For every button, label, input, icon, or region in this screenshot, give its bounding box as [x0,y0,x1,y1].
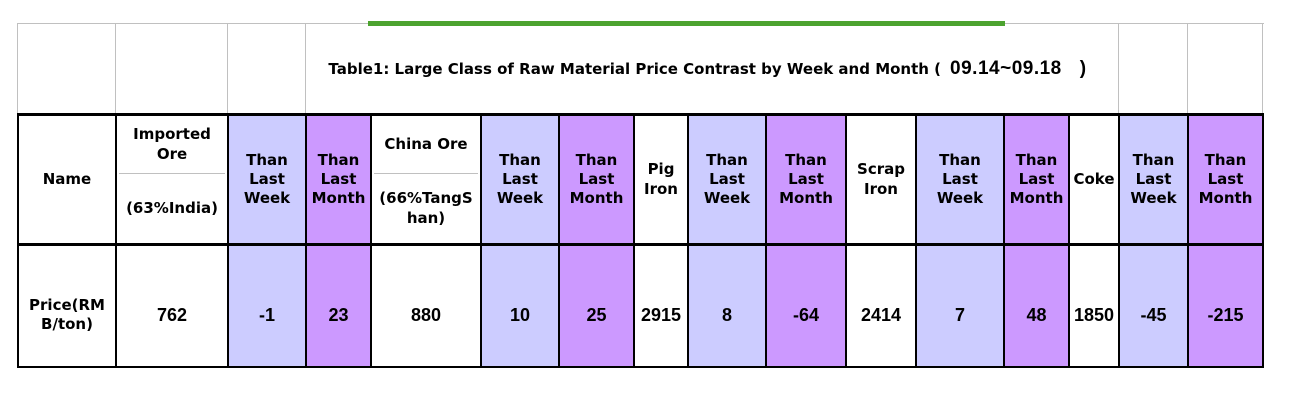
value-text: -64 [792,304,819,325]
header-imported-ore-spec: (63%India) [119,174,225,243]
header-cell-than-last-month-3: Than Last Month [767,116,847,243]
header-cell-than-last-week-3: Than Last Week [689,116,767,243]
empty-grid-cell [116,24,228,113]
header-label: Than Last Week [936,150,984,208]
header-label: (66%TangShan) [379,189,473,227]
row-label-cell: Price(RMB/ton) [19,246,117,366]
header-cell-pig-iron: Pig Iron [635,116,689,243]
value-text: 2414 [860,304,902,325]
header-imported-ore-name: Imported Ore [119,116,225,174]
header-label: Than Last Week [496,150,544,208]
value-text: -215 [1207,304,1244,325]
header-cell-than-last-week-2: Than Last Week [482,116,560,243]
header-cell-than-last-week-1: Than Last Week [229,116,307,243]
table-title-text: Table1: Large Class of Raw Material Pric… [328,59,942,78]
header-cell-than-last-month-5: Than Last Month [1189,116,1264,243]
value-cell-than-month-5: -215 [1189,246,1264,366]
value-cell-than-month-4: 48 [1005,246,1070,366]
value-cell-than-week-5: -45 [1120,246,1189,366]
header-label: China Ore [384,134,468,153]
value-text: 7 [954,304,965,325]
value-cell-pig-iron: 2915 [635,246,689,366]
header-cell-than-last-month-1: Than Last Month [307,116,372,243]
value-cell-coke: 1850 [1070,246,1120,366]
value-text: 880 [410,304,442,325]
header-cell-than-last-month-2: Than Last Month [560,116,635,243]
header-label: Than Last Month [569,150,624,208]
table-title-close-paren: ) [1079,57,1087,79]
header-china-ore-spec: (66%TangShan) [374,174,478,243]
header-label: Name [42,169,92,188]
header-label: Than Last Week [1130,150,1177,208]
header-label: Than Last Month [779,150,833,208]
header-china-ore-name: China Ore [374,116,478,174]
header-label: Imported Ore [133,125,211,163]
header-label: Than Last Month [1009,150,1064,208]
value-cell-than-month-1: 23 [307,246,372,366]
value-cell-than-week-2: 10 [482,246,560,366]
header-cell-than-last-week-5: Than Last Week [1120,116,1189,243]
value-text: 10 [509,304,531,325]
value-cell-than-month-3: -64 [767,246,847,366]
value-text: 2915 [640,304,682,325]
header-cell-coke: Coke [1070,116,1120,243]
header-cell-than-last-month-4: Than Last Month [1005,116,1070,243]
value-cell-imported-ore: 762 [117,246,229,366]
table-title-row: Table1: Large Class of Raw Material Pric… [17,23,1264,113]
value-cell-than-week-4: 7 [917,246,1005,366]
value-text: 1850 [1073,304,1115,325]
table-data-row: Price(RMB/ton) 762 -1 23 880 10 25 2915 [17,246,1264,368]
chart-border-line [368,21,1005,26]
value-cell-than-month-2: 25 [560,246,635,366]
empty-grid-cell [228,24,306,113]
empty-grid-cell [1188,24,1263,113]
header-label: Than Last Month [1198,150,1253,208]
header-cell-china-ore: China Ore (66%TangShan) [372,116,482,243]
value-text: 762 [156,304,188,325]
value-text: 23 [328,304,349,325]
row-label-text: Price(RMB/ton) [29,295,105,334]
value-cell-than-week-1: -1 [229,246,307,366]
table-header-row: Name Imported Ore (63%India) Than Last W… [17,113,1264,246]
value-cell-scrap-iron: 2414 [847,246,917,366]
value-cell-china-ore: 880 [372,246,482,366]
header-cell-than-last-week-4: Than Last Week [917,116,1005,243]
value-text: -45 [1140,304,1167,325]
empty-grid-cell [18,24,116,113]
header-cell-name: Name [19,116,117,243]
header-label: Coke [1073,169,1115,188]
table-title-cell: Table1: Large Class of Raw Material Pric… [306,24,1119,113]
value-cell-than-week-3: 8 [689,246,767,366]
header-cell-imported-ore: Imported Ore (63%India) [117,116,229,243]
header-label: (63%India) [126,198,218,217]
table-title-date: 09.14~09.18 [950,57,1062,79]
value-text: 8 [721,304,732,325]
raw-material-price-table: Table1: Large Class of Raw Material Pric… [17,23,1264,368]
header-cell-scrap-iron: Scrap Iron [847,116,917,243]
header-label: Than Last Month [311,150,366,208]
header-label: Scrap Iron [857,160,905,198]
header-label: Than Last Week [243,150,291,208]
header-label: Pig Iron [644,160,678,198]
value-text: 25 [586,304,607,325]
value-text: -1 [258,304,275,325]
value-text: 48 [1026,304,1047,325]
header-label: Than Last Week [703,150,751,208]
empty-grid-cell [1119,24,1188,113]
